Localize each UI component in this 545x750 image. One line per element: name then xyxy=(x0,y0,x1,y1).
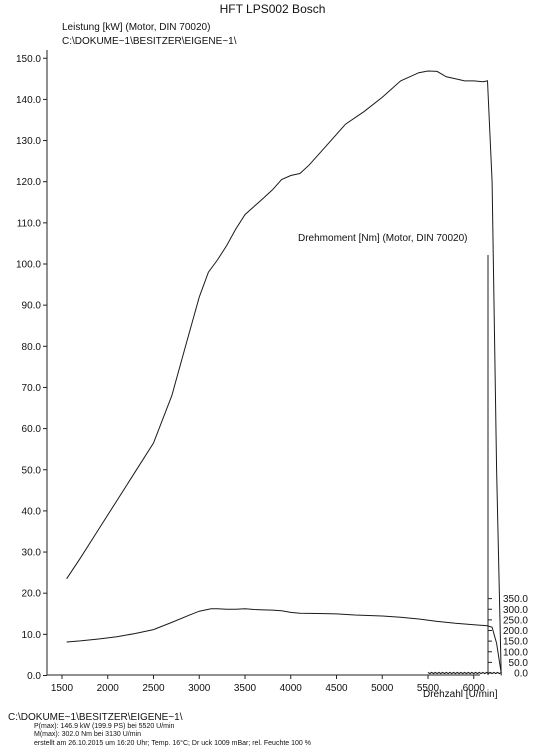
right-tick-label: 100.0 xyxy=(503,647,528,658)
left-tick-label: 120.0 xyxy=(16,177,41,188)
left-tick-label: 110.0 xyxy=(17,218,42,229)
right-axis-label: Drehmoment [Nm] (Motor, DIN 70020) xyxy=(298,233,468,244)
x-tick-label: 2000 xyxy=(97,683,120,694)
right-tick-label: 50.0 xyxy=(509,658,529,669)
left-tick-label: 80.0 xyxy=(22,342,42,353)
power-curve xyxy=(66,70,502,676)
baseline-noise xyxy=(427,671,502,675)
series-layer xyxy=(66,70,502,676)
torque-curve xyxy=(66,608,502,674)
left-tick-label: 130.0 xyxy=(16,136,41,147)
left-tick-label: 50.0 xyxy=(22,465,42,476)
left-tick-label: 30.0 xyxy=(22,548,42,559)
left-tick-label: 140.0 xyxy=(16,95,41,106)
x-axis-ticks: 1500 2000 2500 3000 3500 4000 4500 5000 5500 6000 xyxy=(51,675,485,694)
left-tick-label: 10.0 xyxy=(22,630,42,641)
right-tick-label: 350.0 xyxy=(503,594,528,605)
x-tick-label: 6000 xyxy=(463,683,486,694)
left-tick-label: 100.0 xyxy=(16,260,41,271)
left-tick-label: 90.0 xyxy=(22,301,42,312)
footer-torque-max: M(max): 302.0 Nm bei 3130 U/min xyxy=(34,731,141,738)
left-axis-sublabel: C:\DOKUME~1\BESITZER\EIGENE~1\ xyxy=(62,36,237,47)
x-tick-label: 5000 xyxy=(371,683,394,694)
chart-title: HFT LPS002 Bosch xyxy=(219,2,326,16)
right-tick-label: 0.0 xyxy=(514,669,528,680)
x-axis-label: Drehzahl [U/min] xyxy=(423,689,498,700)
right-tick-label: 250.0 xyxy=(503,615,528,626)
footer-power-max: P(max): 146.9 kW (199.9 PS) bei 5520 U/m… xyxy=(34,723,175,730)
left-tick-label: 20.0 xyxy=(22,589,42,600)
x-tick-label: 3000 xyxy=(188,683,211,694)
footer-created: erstellt am 26.10.2015 um 16:20 Uhr; Tem… xyxy=(34,740,311,747)
left-tick-label: 150.0 xyxy=(16,54,41,65)
x-tick-label: 1500 xyxy=(51,683,74,694)
left-axis-label: Leistung [kW] (Motor, DIN 70020) xyxy=(62,22,211,33)
left-tick-label: 70.0 xyxy=(22,383,42,394)
right-tick-label: 300.0 xyxy=(503,605,528,616)
left-axis-ticks: 0.0 10.0 20.0 30.0 40.0 50.0 60.0 70.0 80.0 90.0 1… xyxy=(16,54,47,682)
footer-path: C:\DOKUME~1\BESITZER\EIGENE~1\ xyxy=(8,712,183,723)
right-tick-label: 200.0 xyxy=(503,626,528,637)
chart-axes xyxy=(46,50,489,676)
left-tick-label: 40.0 xyxy=(22,506,42,517)
x-tick-label: 4500 xyxy=(325,683,348,694)
x-tick-label: 3500 xyxy=(234,683,257,694)
right-tick-label: 150.0 xyxy=(503,637,528,648)
left-tick-label: 60.0 xyxy=(22,424,42,435)
x-tick-label: 4000 xyxy=(280,683,303,694)
left-tick-label: 0.0 xyxy=(27,671,41,682)
x-tick-label: 5500 xyxy=(417,683,440,694)
x-tick-label: 2500 xyxy=(142,683,165,694)
